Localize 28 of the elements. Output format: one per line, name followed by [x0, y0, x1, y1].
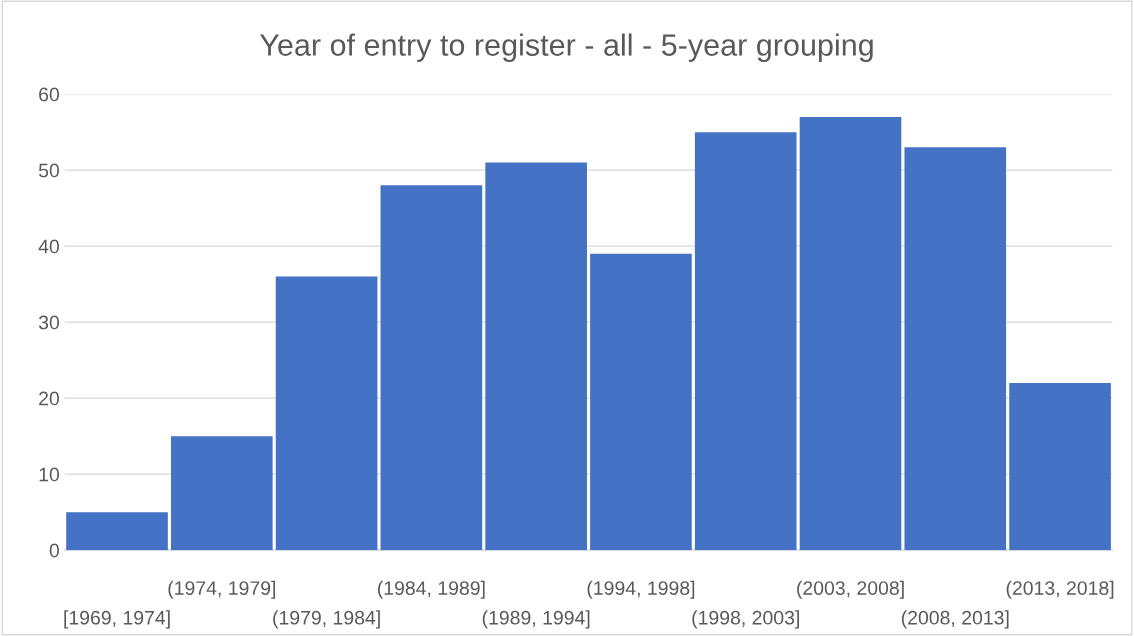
bar	[485, 162, 587, 551]
x-tick-label: (2013, 2018]	[1006, 580, 1114, 599]
bar	[275, 276, 378, 551]
x-tick-label: (2003, 2008]	[797, 580, 904, 599]
bar	[170, 436, 273, 551]
bar	[799, 116, 902, 551]
y-tick-label: 20	[39, 391, 60, 406]
y-tick-label: 10	[39, 467, 60, 482]
y-tick-label: 50	[38, 163, 60, 178]
x-tick-label: (1989, 1994]	[482, 610, 590, 629]
chart-title: Year of entry to register - all - 5-year grouping	[260, 33, 873, 62]
bar	[380, 185, 483, 551]
bar	[1009, 382, 1111, 551]
x-tick-label: (1994, 1998]	[587, 580, 695, 599]
x-tick-label: (1974, 1979]	[168, 580, 276, 599]
y-tick-label: 30	[38, 315, 60, 330]
y-tick-label: 0	[49, 543, 60, 558]
x-tick-label: (1979, 1984]	[273, 610, 380, 629]
y-tick-label: 60	[39, 87, 60, 102]
bar	[694, 132, 797, 551]
x-tick-label: (1998, 2003]	[692, 610, 799, 629]
y-tick-label: 40	[38, 239, 60, 254]
bar	[66, 512, 168, 551]
x-tick-label: (1984, 1989]	[377, 580, 485, 599]
bar	[904, 147, 1007, 551]
x-tick-label: (2008, 2013]	[901, 610, 1009, 629]
x-tick-label: [1969, 1974]	[64, 610, 170, 629]
bar	[590, 253, 692, 551]
